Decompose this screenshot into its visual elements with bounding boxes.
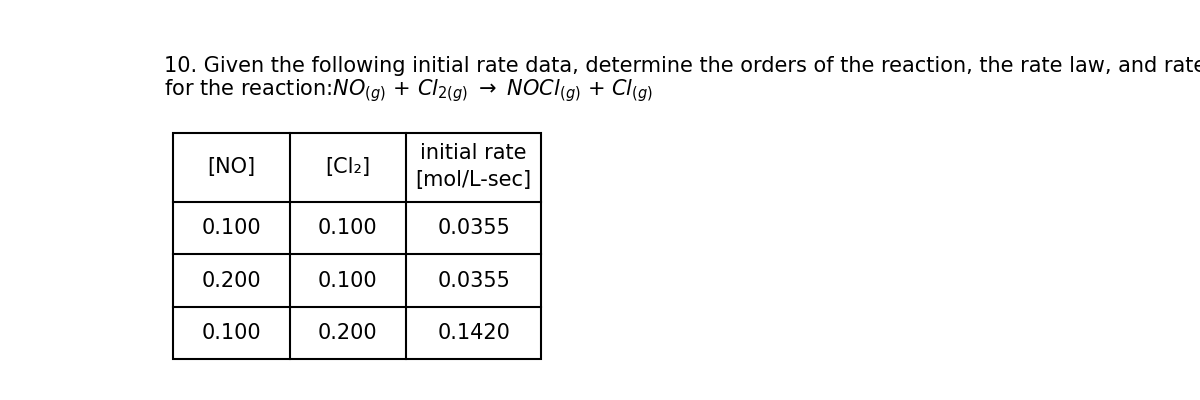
Text: for the reaction:$\mathit{NO}_{(g)}$ + $\mathit{Cl}_{2(g)}$ $\rightarrow$ $\math: for the reaction:$\mathit{NO}_{(g)}$ + $… bbox=[164, 77, 653, 104]
Text: 0.100: 0.100 bbox=[202, 218, 262, 238]
Text: initial rate: initial rate bbox=[420, 144, 527, 164]
Text: 0.100: 0.100 bbox=[318, 218, 378, 238]
Text: 0.0355: 0.0355 bbox=[437, 270, 510, 290]
Text: [NO]: [NO] bbox=[208, 157, 256, 177]
Text: 10. Given the following initial rate data, determine the orders of the reaction,: 10. Given the following initial rate dat… bbox=[164, 56, 1200, 76]
Text: 0.0355: 0.0355 bbox=[437, 218, 510, 238]
Text: 0.100: 0.100 bbox=[202, 323, 262, 343]
Text: [Cl₂]: [Cl₂] bbox=[325, 157, 370, 177]
Text: 0.1420: 0.1420 bbox=[437, 323, 510, 343]
Text: [mol/L-sec]: [mol/L-sec] bbox=[415, 170, 532, 190]
Text: 0.100: 0.100 bbox=[318, 270, 378, 290]
Text: 0.200: 0.200 bbox=[318, 323, 378, 343]
Text: 0.200: 0.200 bbox=[202, 270, 262, 290]
